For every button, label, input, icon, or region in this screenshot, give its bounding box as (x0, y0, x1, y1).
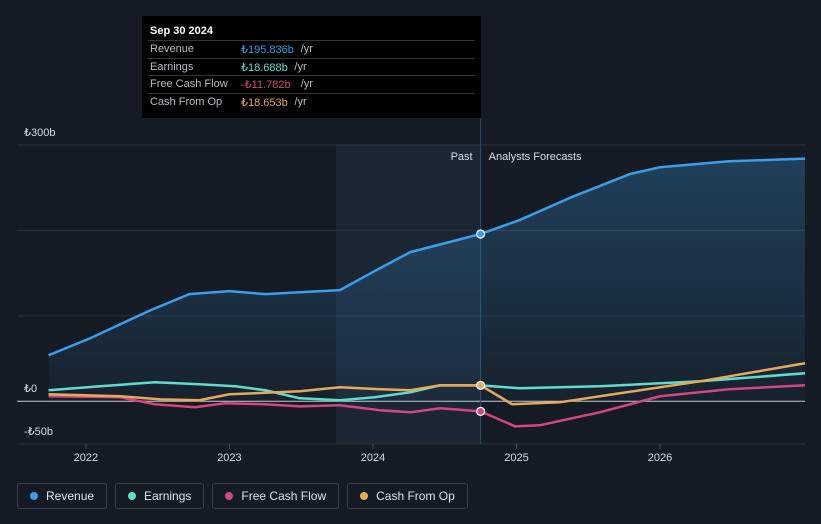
tooltip-unit: /yr (300, 43, 313, 55)
tooltip-value: -₺11.782b (241, 79, 291, 91)
y-tick-label: ₺0 (24, 383, 37, 395)
series-line (48, 383, 806, 428)
hover-point (476, 229, 486, 239)
legend-item[interactable]: Cash From Op (347, 483, 468, 509)
x-tick-label: 2025 (504, 452, 528, 464)
past-label: Past (451, 151, 473, 163)
series-line (48, 372, 806, 402)
legend-item[interactable]: Free Cash Flow (212, 483, 340, 509)
hover-point (476, 406, 486, 416)
legend-label: Earnings (144, 489, 192, 503)
tooltip-rule (148, 40, 475, 41)
tooltip-name: Free Cash Flow (150, 78, 228, 90)
revenue-area (48, 158, 806, 402)
tooltip-rule (148, 57, 475, 59)
tooltip-value: ₺18.688b (241, 61, 288, 74)
legend-swatch (128, 492, 137, 500)
series-line (48, 362, 806, 406)
forecast-label: Analysts Forecasts (489, 151, 582, 163)
tooltip-unit: /yr (300, 78, 313, 90)
legend-item[interactable]: Earnings (115, 483, 205, 509)
y-tick-label: -₺50b (24, 426, 53, 438)
tooltip-value: ₺18.653b (241, 96, 288, 109)
tooltip-date: Sep 30 2024 (150, 25, 213, 37)
tooltip-rule (148, 75, 475, 76)
legend-label: Revenue (46, 489, 95, 503)
x-tick-label: 2023 (217, 452, 241, 464)
y-tick-label: ₺300b (24, 127, 55, 139)
tooltip-name: Earnings (150, 60, 194, 73)
x-tick-label: 2026 (648, 452, 672, 464)
legend-label: Free Cash Flow (241, 489, 327, 503)
legend-swatch (225, 492, 234, 500)
tooltip-name: Cash From Op (150, 95, 223, 108)
legend-swatch (30, 492, 38, 500)
x-tick-label: 2024 (361, 452, 385, 464)
legend-swatch (360, 492, 369, 500)
tooltip: Sep 30 2024 Revenue ₺195.836b/yr Earnings ₺1… (142, 16, 481, 118)
x-tick-label: 2022 (74, 452, 98, 464)
tooltip-value: ₺195.836b (241, 44, 294, 56)
hover-point (476, 380, 486, 390)
series-line (48, 157, 806, 357)
tooltip-rule (148, 92, 475, 94)
tooltip-unit: /yr (294, 60, 307, 73)
legend-label: Cash From Op (376, 489, 455, 503)
legend: Revenue Earnings Free Cash Flow Cash From O… (17, 483, 468, 509)
tooltip-name: Revenue (150, 43, 195, 55)
legend-item[interactable]: Revenue (17, 483, 108, 509)
tooltip-unit: /yr (294, 95, 307, 108)
